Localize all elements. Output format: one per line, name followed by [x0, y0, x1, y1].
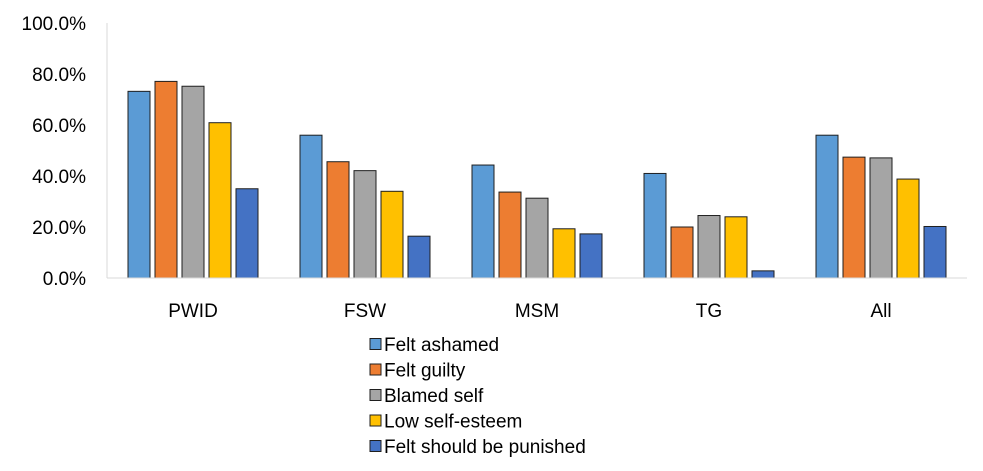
legend-item: Felt ashamed [369, 335, 499, 356]
bar [299, 134, 323, 279]
bar [579, 233, 603, 279]
bar [552, 228, 576, 279]
x-tick-label: All [870, 301, 891, 322]
legend-label: Felt guilty [384, 361, 466, 382]
bar [471, 164, 495, 279]
legend-swatch [369, 414, 382, 427]
bar [670, 226, 694, 279]
legend-item: Felt guilty [369, 361, 466, 382]
legend-swatch [369, 363, 382, 376]
bar [127, 90, 151, 279]
legend-swatch [369, 389, 382, 401]
x-axis: PWID FSW MSM TG All [107, 277, 967, 322]
bar [353, 170, 377, 279]
legend-item: Low self-esteem [369, 412, 522, 433]
legend-swatch [369, 440, 382, 452]
x-tick-label: TG [696, 301, 722, 322]
bar [815, 134, 839, 279]
bar [525, 197, 549, 279]
bar [407, 235, 431, 279]
y-tick-label: 40.0% [32, 167, 86, 188]
bar [380, 190, 404, 279]
x-tick-label: FSW [344, 301, 386, 322]
legend-item: Felt should be punished [369, 437, 586, 458]
bar [869, 157, 893, 279]
legend-label: Felt ashamed [384, 335, 499, 356]
y-tick-label: 60.0% [32, 116, 86, 137]
x-tick-label: MSM [515, 301, 559, 322]
x-tick-label: PWID [168, 301, 218, 322]
bar [181, 85, 205, 279]
bar [208, 122, 232, 279]
y-axis: 0.0% 20.0% 40.0% 60.0% 80.0% 100.0% [22, 14, 108, 290]
bar [697, 215, 721, 279]
y-tick-label: 100.0% [22, 14, 87, 35]
y-tick-label: 20.0% [32, 218, 86, 239]
bar [923, 225, 947, 279]
bar [235, 188, 259, 279]
bar [498, 191, 522, 279]
bar [896, 178, 920, 279]
legend-label: Low self-esteem [384, 412, 522, 433]
legend-item: Blamed self [369, 386, 484, 407]
bars [127, 80, 947, 279]
legend-label: Felt should be punished [384, 437, 586, 458]
bar [724, 216, 748, 279]
legend-swatch [369, 338, 382, 350]
y-tick-label: 80.0% [32, 65, 86, 86]
y-tick-label: 0.0% [43, 269, 86, 290]
bar [751, 270, 775, 279]
bar [643, 172, 667, 279]
legend-label: Blamed self [384, 386, 484, 407]
legend: Felt ashamed Felt guilty Blamed self Low se… [369, 335, 586, 458]
bar [326, 161, 350, 279]
bar [154, 80, 178, 279]
bar [842, 156, 866, 279]
